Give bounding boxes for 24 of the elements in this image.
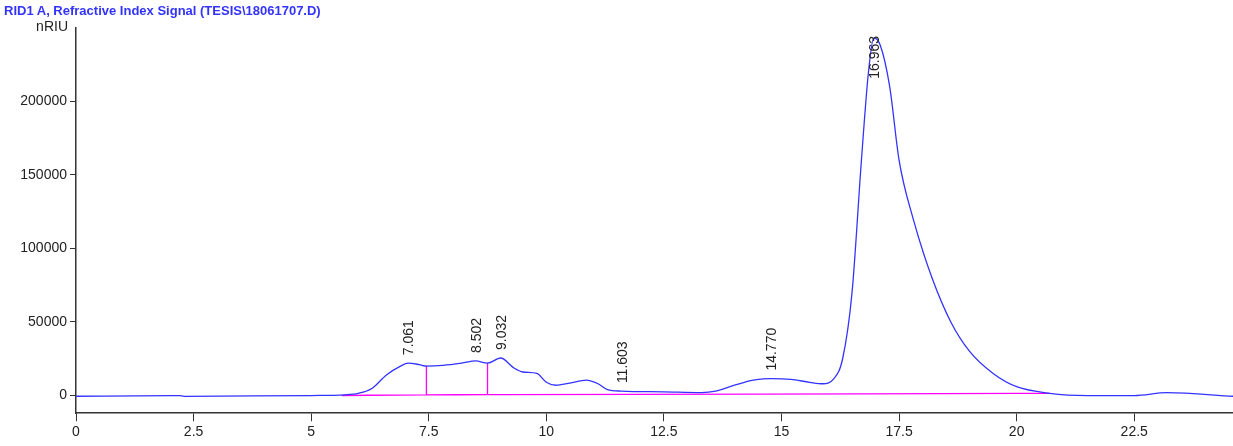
x-tick-label: 17.5 — [885, 423, 913, 440]
annotation: 14.770 — [762, 327, 779, 371]
y-tick-label: 200000 — [20, 92, 68, 109]
annotation: 9.032 — [492, 314, 509, 351]
x-tick-label: 0 — [72, 423, 81, 440]
y-tick-label: 50000 — [28, 312, 68, 329]
line-series — [76, 37, 1233, 397]
y-tick-label: 0 — [59, 386, 68, 403]
x-tick-label: 2.5 — [183, 423, 204, 440]
x-tick-label: 12.5 — [650, 423, 678, 440]
x-tick-label: 10 — [538, 423, 555, 440]
chart-title: RID1 A, Refractive Index Signal (TESIS\18061707.D) — [4, 3, 321, 19]
x-tick-label: 22.5 — [1120, 423, 1149, 440]
annotation: 16.963 — [865, 35, 882, 79]
y-tick-label: 100000 — [20, 239, 68, 256]
x-tick-label: 20 — [1008, 423, 1025, 440]
x-tick-label: 5 — [307, 423, 316, 440]
y-axis-title: nRIU — [36, 18, 68, 35]
annotation: 7.061 — [400, 319, 417, 356]
x-tick-label: 15 — [773, 423, 790, 440]
annotation: 8.502 — [467, 317, 484, 353]
x-tick-label: 7.5 — [419, 423, 439, 440]
annotation: 11.603 — [613, 341, 630, 384]
y-tick-label: 150000 — [20, 165, 68, 182]
